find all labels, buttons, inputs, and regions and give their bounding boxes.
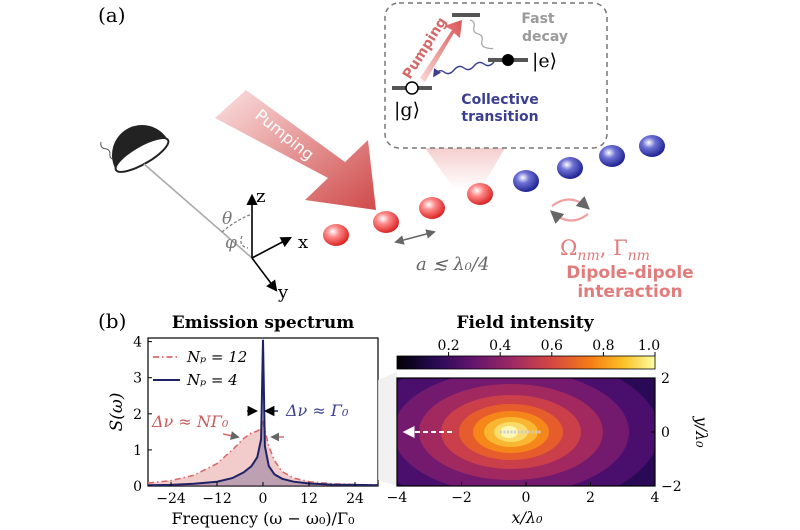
spectrum-xlabel: Frequency (ω − ω₀)/Γ₀ [171, 509, 354, 528]
spectrum-legend [153, 356, 180, 381]
dipole-line1: Dipole-dipole [566, 263, 693, 283]
spectrum-ytick-label: 0 [133, 479, 142, 495]
spectrum-ytick-label: 1 [133, 443, 142, 459]
inset-highlight-cone [425, 148, 505, 190]
field-xtick-label: −2 [451, 490, 472, 506]
spacing-label: a ≲ λ₀/4 [416, 254, 489, 275]
field-xtick-label: 4 [651, 490, 660, 506]
spectrum-xtick-label: 0 [259, 491, 268, 507]
ket-e-label: |e⟩ [532, 50, 557, 72]
series-line-np12 [147, 420, 379, 486]
collective-line1: Collective [461, 92, 538, 108]
collective-line2: transition [461, 109, 538, 125]
collective-transition-wavy [433, 61, 495, 78]
atom-chain [323, 135, 665, 246]
field-xlabel: x/λ₀ [512, 508, 544, 527]
annot-broad-width: Δν ≈ NΓ₀ [151, 412, 229, 431]
field-ytick-label: 0 [661, 425, 670, 441]
spectrum-xtick-label: 24 [346, 491, 364, 507]
spectrum-title: Emission spectrum [172, 313, 354, 333]
excited-state-dot [502, 54, 514, 66]
fast-decay-line1: Fast [521, 11, 555, 27]
axis-z-label: z [256, 186, 265, 207]
field-title: Field intensity [456, 313, 594, 333]
fast-decay-line2: decay [522, 29, 568, 45]
ket-g-label: |g⟩ [394, 99, 420, 121]
field-ytick-label: 2 [661, 371, 670, 387]
axis-y-label: y [277, 282, 289, 303]
phi-label: φ [225, 233, 237, 253]
annot-narrow-width: Δν ≈ Γ₀ [285, 401, 349, 420]
colorbar-tick-label: 0.8 [592, 338, 614, 354]
spectrum-ytick-label: 3 [133, 371, 142, 387]
field-ytick-label: −2 [661, 479, 682, 495]
spectrum-xtick-label: 12 [300, 491, 318, 507]
spectrum-xtick-label: −12 [202, 491, 232, 507]
ground-state-dot [405, 81, 419, 95]
spectrum-xtick-label: −24 [156, 491, 186, 507]
upper-level [452, 13, 480, 17]
spacing-arrow [394, 229, 436, 245]
exchange-arrow-top [551, 196, 590, 210]
inset-pumping-arrow [420, 20, 462, 82]
axis-x-label: x [298, 232, 308, 253]
field-ticks: −4 −2 0 2 4 2 0 −2 [387, 371, 682, 506]
zoom-connector [378, 372, 397, 486]
colorbar-ticks: 0.2 0.4 0.6 0.8 1.0 [437, 338, 660, 356]
exchange-arrow-bottom [550, 210, 589, 224]
colorbar-tick-label: 0.2 [437, 338, 459, 354]
field-xtick-label: 0 [522, 490, 531, 506]
pumping-arrow [215, 90, 376, 210]
inset-box [384, 2, 608, 149]
detector [100, 124, 253, 259]
coordinate-axes [221, 193, 292, 292]
legend-np12: Nₚ = 12 [186, 348, 247, 366]
spectrum-ylabel: S(ω) [107, 393, 127, 432]
theta-label: θ [222, 209, 232, 229]
series-area-np4 [148, 339, 378, 486]
colorbar [396, 355, 656, 370]
annot-broad-arrow-left [222, 431, 240, 441]
field-xtick-label: −4 [387, 490, 408, 506]
colorbar-tick-label: 1.0 [638, 338, 660, 354]
spectrum-ytick-label: 4 [133, 335, 142, 351]
fast-decay-wavy [469, 19, 494, 50]
dipole-line2: interaction [577, 282, 682, 302]
colorbar-tick-label: 0.4 [489, 338, 511, 354]
field-xtick-label: 2 [586, 490, 595, 506]
spectrum-ytick-label: 2 [133, 407, 142, 423]
panel-b-label: (b) [98, 309, 126, 333]
panel-a-label: (a) [98, 3, 126, 27]
coupling-label: Ωnm, Γnm [560, 236, 650, 264]
colorbar-tick-label: 0.6 [541, 338, 563, 354]
legend-np4: Nₚ = 4 [186, 371, 238, 389]
field-ylabel: y/λ₀ [692, 416, 711, 449]
